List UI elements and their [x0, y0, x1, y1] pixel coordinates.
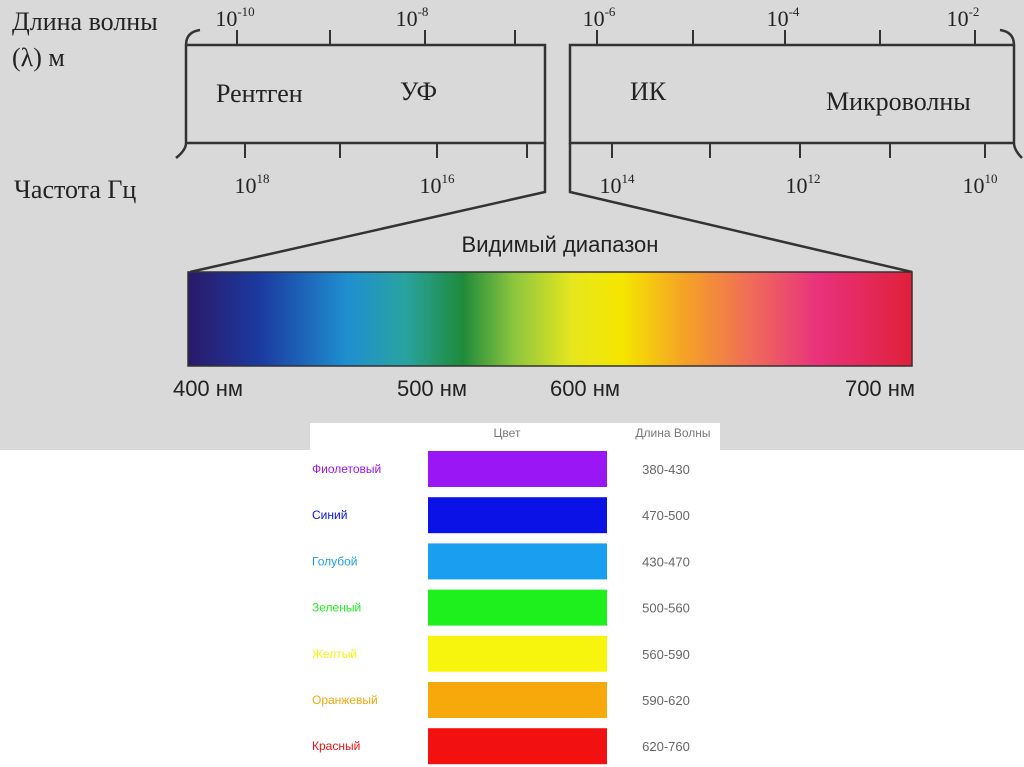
wavelength-tick-label: 10-10: [215, 4, 254, 31]
visible-label: 400 нм: [173, 376, 243, 401]
tick-base: 10: [396, 6, 418, 31]
wavelength-range: 500-560: [642, 601, 690, 616]
funnel-lines: [189, 143, 913, 274]
color-swatch: [428, 635, 607, 672]
tick-base: 10: [235, 173, 257, 198]
tick-exponent: -10: [237, 4, 254, 19]
color-swatch: [428, 589, 607, 626]
color-name: Синий: [312, 508, 347, 522]
band-label: УФ: [400, 77, 437, 106]
band-label: Микроволны: [826, 87, 971, 116]
wavelength-range: 430-470: [642, 554, 690, 569]
frequency-label: Частота Гц: [14, 175, 136, 204]
color-swatch: [428, 682, 607, 718]
color-name: Красный: [312, 739, 360, 753]
tick-base: 10: [600, 173, 622, 198]
tick-exponent: 12: [808, 171, 821, 186]
wavelength-range: 560-590: [642, 647, 690, 662]
table-header: Длина Волны: [635, 426, 710, 440]
tick-exponent: 16: [442, 171, 456, 186]
tick-base: 10: [767, 6, 789, 31]
wavelength-tick-label: 10-4: [767, 4, 800, 31]
wavelength-tick-label: 10-8: [396, 4, 429, 31]
tick-exponent: 18: [257, 171, 270, 186]
color-name: Зеленый: [312, 601, 361, 615]
visible-label: 500 нм: [397, 376, 467, 401]
tick-exponent: -6: [605, 4, 616, 19]
wavelength-range: 590-620: [642, 693, 690, 708]
top-background: [0, 0, 1024, 450]
tick-exponent: 10: [985, 171, 998, 186]
frequency-tick-label: 1012: [786, 171, 821, 198]
tick-base: 10: [583, 6, 605, 31]
color-name: Оранжевый: [312, 693, 378, 707]
visible-title: Видимый диапазон: [462, 232, 659, 257]
frequency-tick-label: 1018: [235, 171, 270, 198]
tick-base: 10: [963, 173, 985, 198]
tick-exponent: -8: [418, 4, 429, 19]
frequency-tick-label: 1010: [963, 171, 998, 198]
wavelength-range: 470-500: [642, 508, 690, 523]
color-swatch: [428, 451, 607, 487]
band-label: Рентген: [216, 79, 303, 108]
band-label: ИК: [630, 77, 667, 106]
tick-base: 10: [947, 6, 969, 31]
wavelength-tick-label: 10-6: [583, 4, 616, 31]
color-name: Голубой: [312, 554, 358, 568]
visible-label: 600 нм: [550, 376, 620, 401]
frequency-tick-label: 1014: [600, 171, 636, 198]
tick-base: 10: [786, 173, 808, 198]
wavelength-unit: (λ) м: [12, 43, 65, 72]
color-swatch: [428, 728, 607, 765]
wavelength-range: 620-760: [642, 739, 690, 754]
tick-exponent: -2: [969, 4, 980, 19]
color-name: Фиолетовый: [312, 462, 381, 476]
table-header: Цвет: [494, 426, 521, 440]
right-box: [568, 28, 1023, 159]
tick-exponent: -4: [789, 4, 800, 19]
wavelength-label: Длина волны: [12, 7, 158, 36]
visible-spectrum: [187, 271, 913, 367]
tick-marks: [236, 30, 986, 158]
color-swatch: [428, 543, 607, 580]
color-swatch: [428, 497, 607, 534]
tick-base: 10: [420, 173, 442, 198]
tick-exponent: 14: [622, 171, 636, 186]
tick-base: 10: [215, 6, 237, 31]
frequency-tick-label: 1016: [420, 171, 456, 198]
left-box: [175, 28, 547, 159]
color-name: Желтый: [312, 647, 357, 661]
visible-label: 700 нм: [845, 376, 915, 401]
wavelength-tick-label: 10-2: [947, 4, 980, 31]
wavelength-range: 380-430: [642, 462, 690, 477]
